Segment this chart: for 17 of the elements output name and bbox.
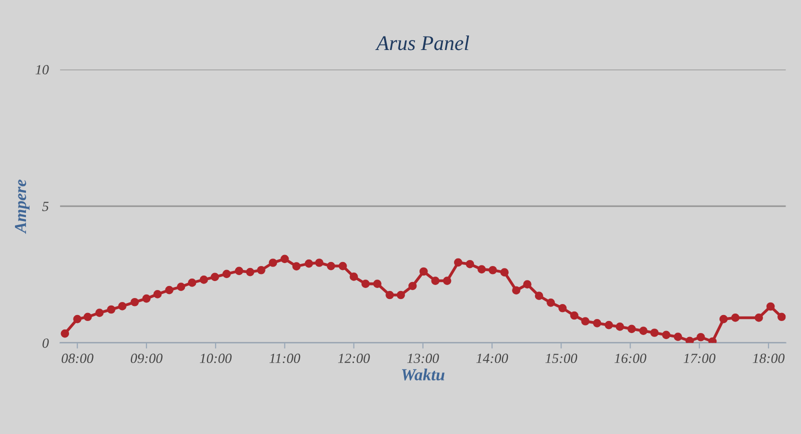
- x-tick-label: 18:00: [752, 354, 785, 364]
- x-tick-label: 09:00: [130, 354, 162, 364]
- x-tick-label: 14:00: [476, 354, 508, 364]
- x-tick-label: 08:00: [62, 354, 94, 364]
- x-tick-label: 15:00: [545, 354, 578, 364]
- y-tick-label: 10: [36, 65, 49, 74]
- x-tick-label: 12:00: [338, 354, 370, 364]
- y-axis-title: Ampere: [14, 180, 30, 234]
- x-tick-label: 11:00: [270, 354, 300, 364]
- x-tick-label: 17:00: [684, 354, 716, 364]
- x-tick-label: 16:00: [614, 354, 646, 364]
- chart-title: Arus Panel: [375, 36, 470, 50]
- y-tick-label: 5: [42, 202, 49, 212]
- x-tick-label: 13:00: [407, 354, 439, 364]
- y-tick-label: 0: [42, 338, 49, 348]
- x-tick-label: 10:00: [200, 354, 232, 364]
- x-axis-title: Waktu: [402, 368, 444, 380]
